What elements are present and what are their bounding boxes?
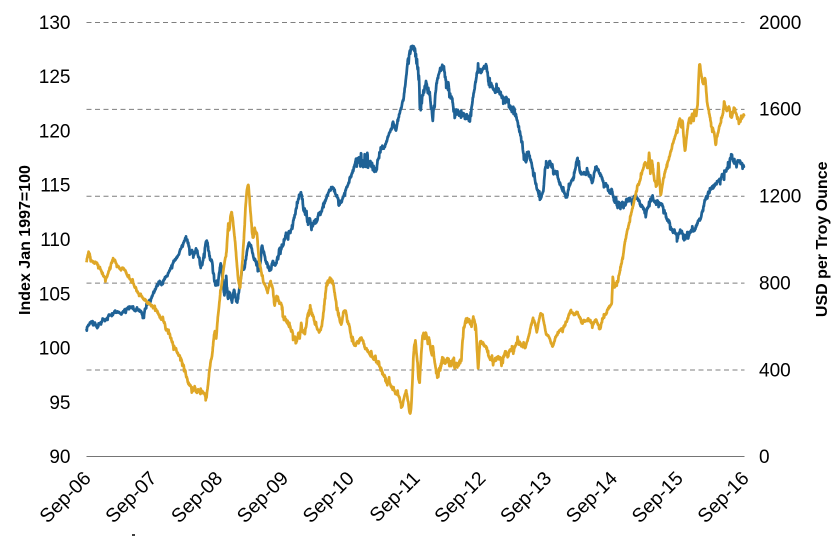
svg-text:1200: 1200 <box>759 187 801 208</box>
svg-text:90: 90 <box>49 447 70 468</box>
svg-text:0: 0 <box>759 447 770 468</box>
svg-text:Index Jan 1997=100: Index Jan 1997=100 <box>17 165 34 315</box>
svg-text:400: 400 <box>759 360 791 381</box>
svg-text:105: 105 <box>39 284 71 305</box>
svg-text:100: 100 <box>39 339 71 360</box>
svg-text:130: 130 <box>39 13 71 34</box>
svg-text:800: 800 <box>759 273 791 294</box>
svg-text:1600: 1600 <box>759 100 801 121</box>
svg-text:110: 110 <box>40 230 70 251</box>
svg-text:115: 115 <box>40 176 70 197</box>
svg-text:2000: 2000 <box>759 13 801 34</box>
svg-text:125: 125 <box>39 67 71 88</box>
svg-text:120: 120 <box>39 121 71 142</box>
svg-text:95: 95 <box>49 393 70 414</box>
svg-text:USD per Troy Ounce: USD per Troy Ounce <box>814 161 831 317</box>
